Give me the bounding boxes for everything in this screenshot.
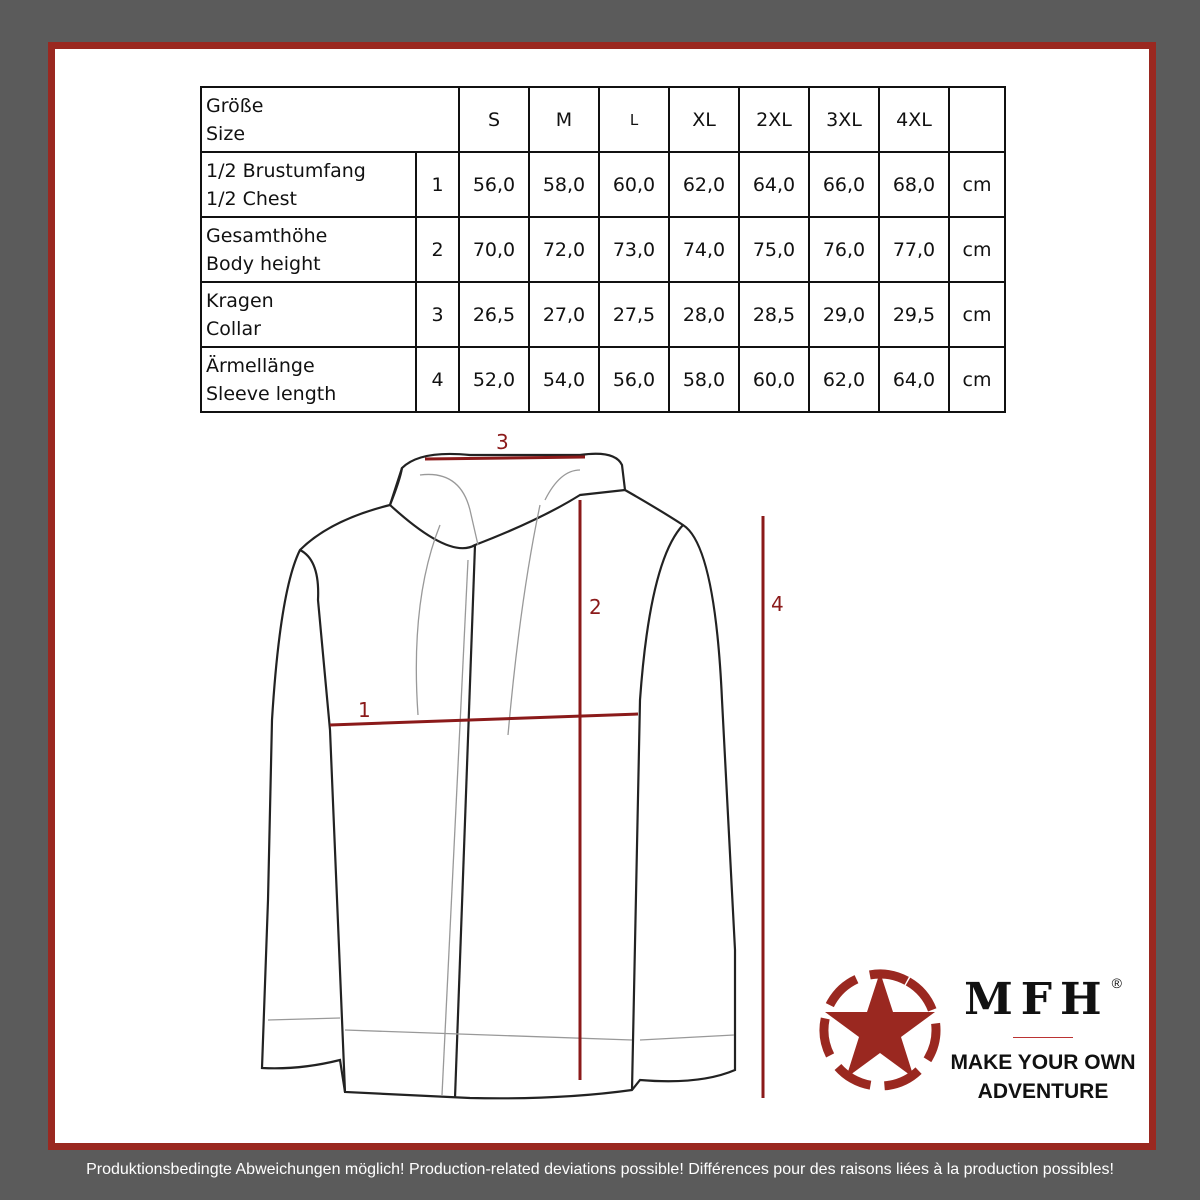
value-cell: 28,5 — [738, 281, 810, 348]
table-row: Ärmellänge Sleeve length 4 52,0 54,0 56,0 58,0… — [200, 346, 1006, 413]
value-cell: 26,5 — [458, 281, 530, 348]
unit-cell: cm — [948, 281, 1006, 348]
size-header-en: Size — [206, 122, 246, 145]
size-xl: XL — [668, 86, 740, 153]
table-row: Kragen Collar 3 26,5 27,0 27,5 28,0 28,5 29,0 29,… — [200, 281, 1006, 348]
brand-block: MFH ® MAKE YOUR OWN ADVENTURE — [938, 975, 1148, 1106]
height-marker: 2 — [589, 595, 602, 619]
value-cell: 60,0 — [598, 151, 670, 218]
collar-line — [424, 455, 586, 461]
row-label: Kragen Collar — [200, 281, 417, 348]
value-cell: 64,0 — [738, 151, 810, 218]
value-cell: 75,0 — [738, 216, 810, 283]
label-en: 1/2 Chest — [206, 187, 297, 210]
size-3xl: 3XL — [808, 86, 880, 153]
size-header-de: Größe — [206, 94, 264, 117]
tagline-line-2: ADVENTURE — [977, 1080, 1109, 1103]
label-en: Sleeve length — [206, 382, 337, 405]
value-cell: 62,0 — [668, 151, 740, 218]
size-m: M — [528, 86, 600, 153]
size-l: L — [598, 86, 670, 153]
value-cell: 74,0 — [668, 216, 740, 283]
row-label: Ärmellänge Sleeve length — [200, 346, 417, 413]
value-cell: 60,0 — [738, 346, 810, 413]
value-cell: 27,0 — [528, 281, 600, 348]
measurement-number: 1 — [415, 151, 460, 218]
measurement-lines — [329, 455, 765, 1098]
mfh-star-logo — [819, 969, 941, 1091]
chest-line — [329, 712, 639, 727]
table-row: Gesamthöhe Body height 2 70,0 72,0 73,0 74,0 75… — [200, 216, 1006, 283]
unit-header — [948, 86, 1006, 153]
jacket-detail-lines — [267, 469, 735, 1096]
value-cell: 58,0 — [668, 346, 740, 413]
value-cell: 56,0 — [458, 151, 530, 218]
label-de: Kragen — [206, 289, 274, 312]
measurement-number: 4 — [415, 346, 460, 413]
value-cell: 56,0 — [598, 346, 670, 413]
footer-disclaimer: Produktionsbedingte Abweichungen möglich… — [86, 1161, 1114, 1178]
value-cell: 66,0 — [808, 151, 880, 218]
value-cell: 58,0 — [528, 151, 600, 218]
brand-divider — [1013, 1037, 1073, 1038]
measurement-number: 2 — [415, 216, 460, 283]
measurement-number: 3 — [415, 281, 460, 348]
value-cell: 29,0 — [808, 281, 880, 348]
brand-head: MFH ® — [938, 975, 1148, 1025]
sleeve-marker: 4 — [771, 592, 784, 616]
size-table: Größe Size S M L XL 2XL 3XL 4XL 1/2 Brust… — [200, 86, 1006, 413]
brand-tagline: MAKE YOUR OWN ADVENTURE — [938, 1048, 1148, 1106]
size-header: Größe Size — [200, 86, 460, 153]
unit-cell: cm — [948, 216, 1006, 283]
value-cell: 52,0 — [458, 346, 530, 413]
value-cell: 64,0 — [878, 346, 950, 413]
value-cell: 27,5 — [598, 281, 670, 348]
size-s: S — [458, 86, 530, 153]
table-row: 1/2 Brustumfang 1/2 Chest 1 56,0 58,0 60,0 62,… — [200, 151, 1006, 218]
value-cell: 70,0 — [458, 216, 530, 283]
value-cell: 28,0 — [668, 281, 740, 348]
value-cell: 76,0 — [808, 216, 880, 283]
size-2xl: 2XL — [738, 86, 810, 153]
label-en: Collar — [206, 317, 261, 340]
value-cell: 77,0 — [878, 216, 950, 283]
tagline-line-1: MAKE YOUR OWN — [950, 1051, 1136, 1074]
chest-marker: 1 — [358, 698, 371, 722]
value-cell: 62,0 — [808, 346, 880, 413]
value-cell: 29,5 — [878, 281, 950, 348]
collar-marker: 3 — [496, 430, 509, 454]
label-en: Body height — [206, 252, 321, 275]
label-de: Ärmellänge — [206, 354, 315, 377]
registered-mark: ® — [1111, 975, 1122, 991]
brand-logo-text: MFH — [964, 974, 1110, 1025]
value-cell: 72,0 — [528, 216, 600, 283]
label-de: 1/2 Brustumfang — [206, 159, 366, 182]
value-cell: 73,0 — [598, 216, 670, 283]
value-cell: 68,0 — [878, 151, 950, 218]
value-cell: 54,0 — [528, 346, 600, 413]
unit-cell: cm — [948, 151, 1006, 218]
jacket-outline — [260, 452, 737, 1100]
row-label: 1/2 Brustumfang 1/2 Chest — [200, 151, 417, 218]
table-header-row: Größe Size S M L XL 2XL 3XL 4XL — [200, 86, 1006, 153]
unit-cell: cm — [948, 346, 1006, 413]
size-4xl: 4XL — [878, 86, 950, 153]
label-de: Gesamthöhe — [206, 224, 328, 247]
row-label: Gesamthöhe Body height — [200, 216, 417, 283]
